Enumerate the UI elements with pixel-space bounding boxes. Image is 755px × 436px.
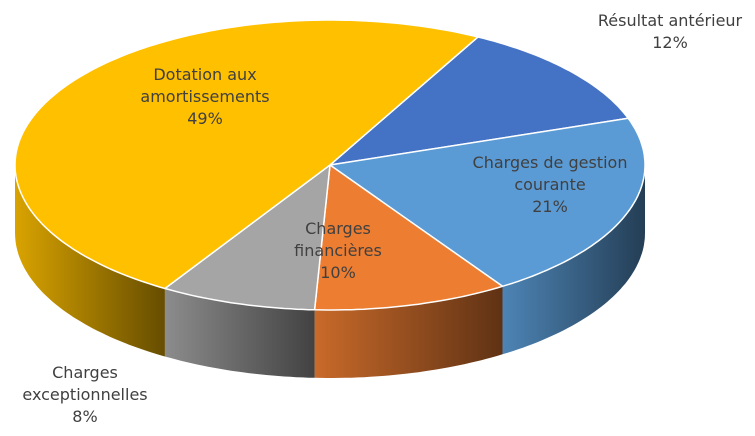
slice <box>14 19 479 290</box>
data-label: Charges financières 10% <box>288 218 388 284</box>
slice-name: Résultat antérieur <box>597 11 743 30</box>
data-label: Charges de gestion courante 21% <box>470 152 630 218</box>
slice-value: 8% <box>72 407 98 426</box>
slice-name: Charges financières <box>294 219 382 260</box>
data-label: Résultat antérieur 12% <box>560 10 755 54</box>
slice-name: Charges exceptionnelles <box>22 363 148 404</box>
slice-name: Charges de gestion courante <box>472 153 628 194</box>
slice-side <box>502 165 645 355</box>
slice-side <box>164 288 315 378</box>
slice-name: Dotation aux amortissements <box>140 65 270 106</box>
slice <box>329 36 629 166</box>
data-label: Dotation aux amortissements 49% <box>120 64 290 130</box>
data-label: Charges exceptionnelles 8% <box>10 362 160 428</box>
slice-value: 12% <box>652 33 688 52</box>
slice <box>164 164 331 311</box>
slice-value: 21% <box>532 197 568 216</box>
slice <box>329 117 646 288</box>
slice-value: 49% <box>187 109 223 128</box>
slice <box>313 164 504 311</box>
slice-side <box>15 165 165 357</box>
slice-side <box>314 286 503 378</box>
slice-value: 10% <box>320 263 356 282</box>
